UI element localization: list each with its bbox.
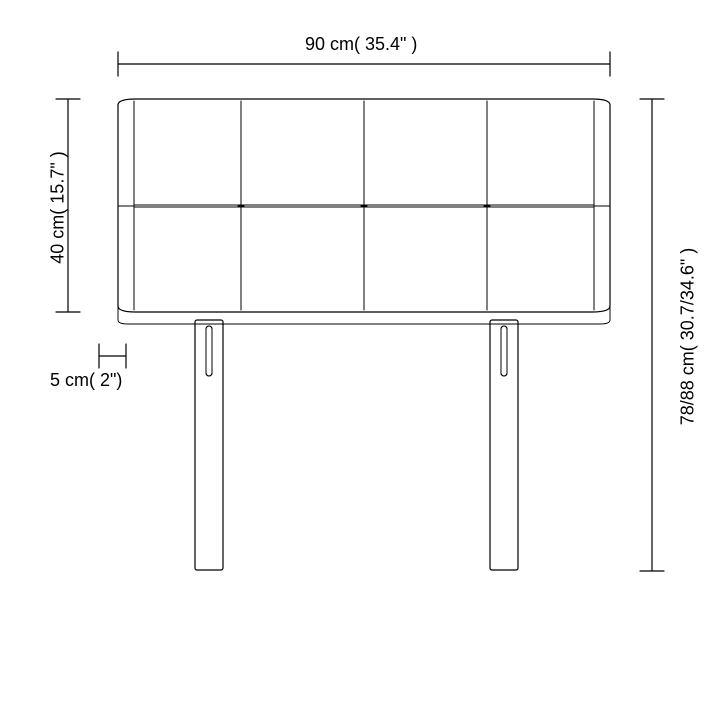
width-dimension-label: 90 cm( 35.4" ) xyxy=(305,34,417,55)
dimension-diagram: 90 cm( 35.4" ) 40 cm( 15.7" ) 78/88 cm( … xyxy=(0,0,720,720)
total-height-dimension-label: 78/88 cm( 30.7/34.6" ) xyxy=(678,197,699,477)
diagram-svg xyxy=(0,0,720,720)
depth-dimension-label: 5 cm( 2") xyxy=(50,370,122,391)
panel-height-dimension-label: 40 cm( 15.7" ) xyxy=(48,128,69,288)
